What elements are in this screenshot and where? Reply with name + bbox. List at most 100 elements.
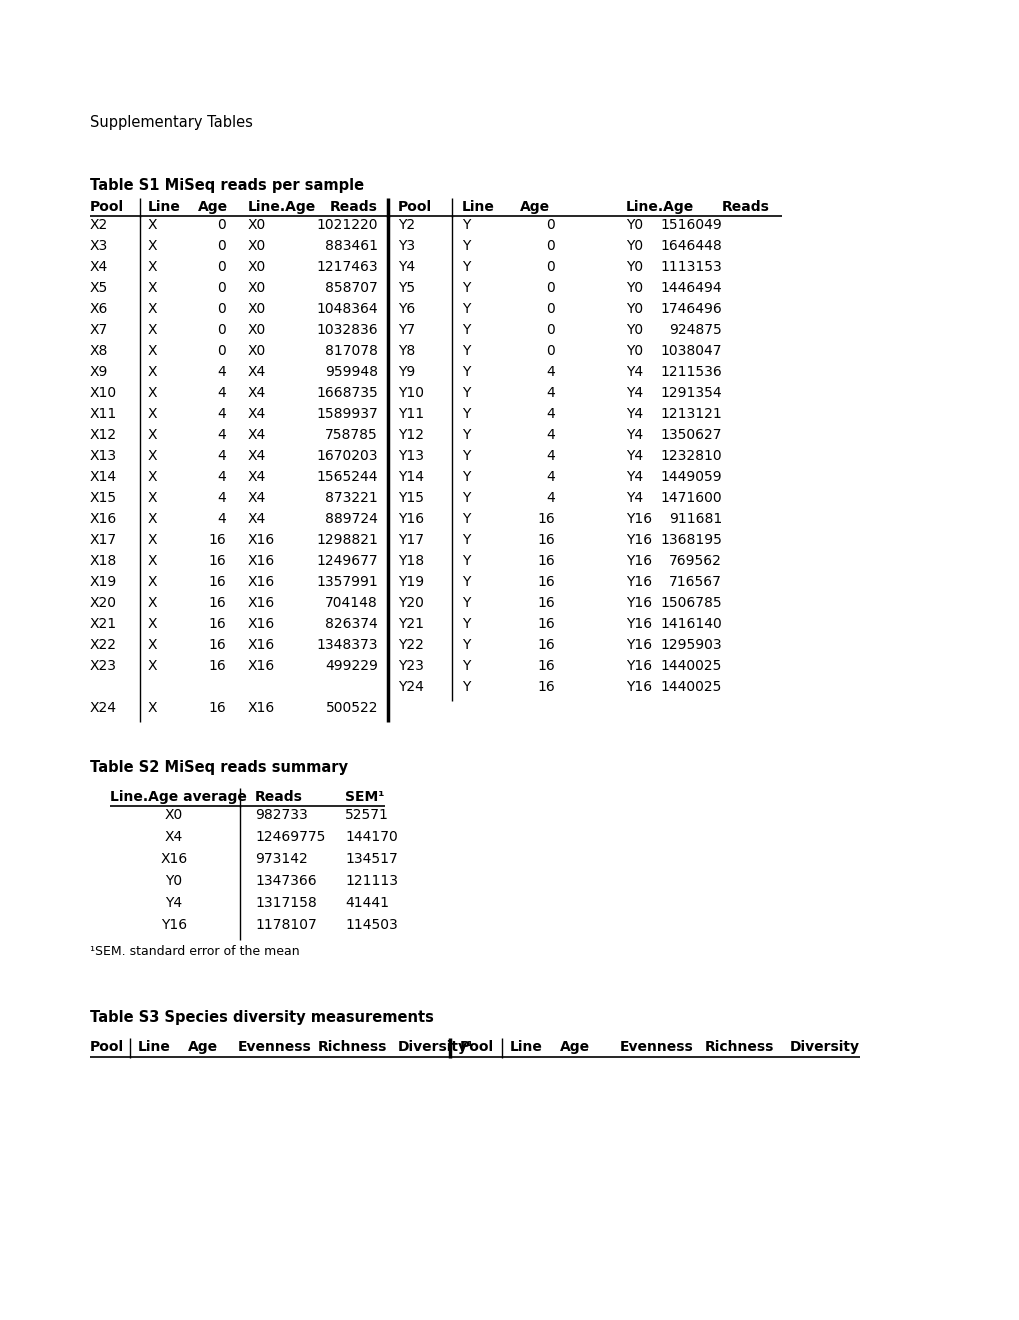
Text: Y: Y	[462, 597, 470, 610]
Text: 16: 16	[208, 616, 226, 631]
Text: 1295903: 1295903	[659, 638, 721, 652]
Text: Y11: Y11	[397, 407, 424, 421]
Text: X: X	[148, 470, 157, 484]
Text: 16: 16	[537, 554, 554, 568]
Text: 16: 16	[537, 533, 554, 546]
Text: X23: X23	[90, 659, 117, 673]
Text: Y: Y	[462, 260, 470, 275]
Text: X16: X16	[248, 533, 275, 546]
Text: X2: X2	[90, 218, 108, 232]
Text: 16: 16	[537, 512, 554, 525]
Text: 16: 16	[537, 659, 554, 673]
Text: Richness: Richness	[318, 1040, 387, 1053]
Text: X16: X16	[248, 616, 275, 631]
Text: Y4: Y4	[626, 470, 643, 484]
Text: X16: X16	[248, 597, 275, 610]
Text: X10: X10	[90, 385, 117, 400]
Text: X0: X0	[248, 239, 266, 253]
Text: X4: X4	[165, 830, 183, 843]
Text: X: X	[148, 512, 157, 525]
Text: Y13: Y13	[397, 449, 424, 463]
Text: Age: Age	[520, 201, 549, 214]
Text: Y4: Y4	[165, 896, 182, 909]
Text: X: X	[148, 281, 157, 294]
Text: 114503: 114503	[344, 917, 397, 932]
Text: 1211536: 1211536	[659, 366, 721, 379]
Text: X0: X0	[248, 302, 266, 315]
Text: X12: X12	[90, 428, 117, 442]
Text: Y: Y	[462, 302, 470, 315]
Text: X4: X4	[248, 470, 266, 484]
Text: 1589937: 1589937	[316, 407, 378, 421]
Text: Y0: Y0	[626, 218, 643, 232]
Text: 1113153: 1113153	[659, 260, 721, 275]
Text: 0: 0	[217, 260, 226, 275]
Text: 4: 4	[546, 449, 554, 463]
Text: X: X	[148, 428, 157, 442]
Text: 911681: 911681	[668, 512, 721, 525]
Text: Pool: Pool	[397, 201, 432, 214]
Text: Y: Y	[462, 680, 470, 694]
Text: Y23: Y23	[397, 659, 424, 673]
Text: 0: 0	[546, 260, 554, 275]
Text: Y20: Y20	[397, 597, 424, 610]
Text: 4: 4	[546, 407, 554, 421]
Text: X4: X4	[248, 385, 266, 400]
Text: Y0: Y0	[626, 239, 643, 253]
Text: 826374: 826374	[325, 616, 378, 631]
Text: X24: X24	[90, 701, 117, 715]
Text: X: X	[148, 260, 157, 275]
Text: Y3: Y3	[397, 239, 415, 253]
Text: 973142: 973142	[255, 851, 308, 866]
Text: 0: 0	[217, 218, 226, 232]
Text: 0: 0	[546, 239, 554, 253]
Text: Table S3 Species diversity measurements: Table S3 Species diversity measurements	[90, 1010, 433, 1026]
Text: 1298821: 1298821	[316, 533, 378, 546]
Text: X4: X4	[248, 407, 266, 421]
Text: Pool: Pool	[90, 1040, 124, 1053]
Text: X14: X14	[90, 470, 117, 484]
Text: X4: X4	[248, 491, 266, 506]
Text: 1032836: 1032836	[316, 323, 378, 337]
Text: X: X	[148, 533, 157, 546]
Text: 16: 16	[208, 533, 226, 546]
Text: 144170: 144170	[344, 830, 397, 843]
Text: 4: 4	[217, 385, 226, 400]
Text: 883461: 883461	[325, 239, 378, 253]
Text: Age: Age	[198, 201, 228, 214]
Text: Supplementary Tables: Supplementary Tables	[90, 115, 253, 129]
Text: 1440025: 1440025	[660, 659, 721, 673]
Text: Y16: Y16	[626, 576, 651, 589]
Text: 0: 0	[217, 302, 226, 315]
Text: Y4: Y4	[626, 407, 643, 421]
Text: Y16: Y16	[626, 616, 651, 631]
Text: Y9: Y9	[397, 366, 415, 379]
Text: X15: X15	[90, 491, 117, 506]
Text: 16: 16	[537, 576, 554, 589]
Text: Y16: Y16	[161, 917, 186, 932]
Text: Age: Age	[559, 1040, 590, 1053]
Text: X4: X4	[248, 449, 266, 463]
Text: 924875: 924875	[668, 323, 721, 337]
Text: Reads: Reads	[330, 201, 378, 214]
Text: Y16: Y16	[626, 638, 651, 652]
Text: 4: 4	[217, 512, 226, 525]
Text: Y4: Y4	[397, 260, 415, 275]
Text: 16: 16	[208, 576, 226, 589]
Text: Y: Y	[462, 533, 470, 546]
Text: Y: Y	[462, 428, 470, 442]
Text: Y0: Y0	[626, 345, 643, 358]
Text: 0: 0	[217, 239, 226, 253]
Text: 500522: 500522	[325, 701, 378, 715]
Text: Diversity: Diversity	[790, 1040, 859, 1053]
Text: X: X	[148, 554, 157, 568]
Text: 1416140: 1416140	[659, 616, 721, 631]
Text: X: X	[148, 491, 157, 506]
Text: Y: Y	[462, 659, 470, 673]
Text: X7: X7	[90, 323, 108, 337]
Text: Y18: Y18	[397, 554, 424, 568]
Text: X16: X16	[248, 554, 275, 568]
Text: Y: Y	[462, 616, 470, 631]
Text: Y16: Y16	[626, 659, 651, 673]
Text: X0: X0	[248, 281, 266, 294]
